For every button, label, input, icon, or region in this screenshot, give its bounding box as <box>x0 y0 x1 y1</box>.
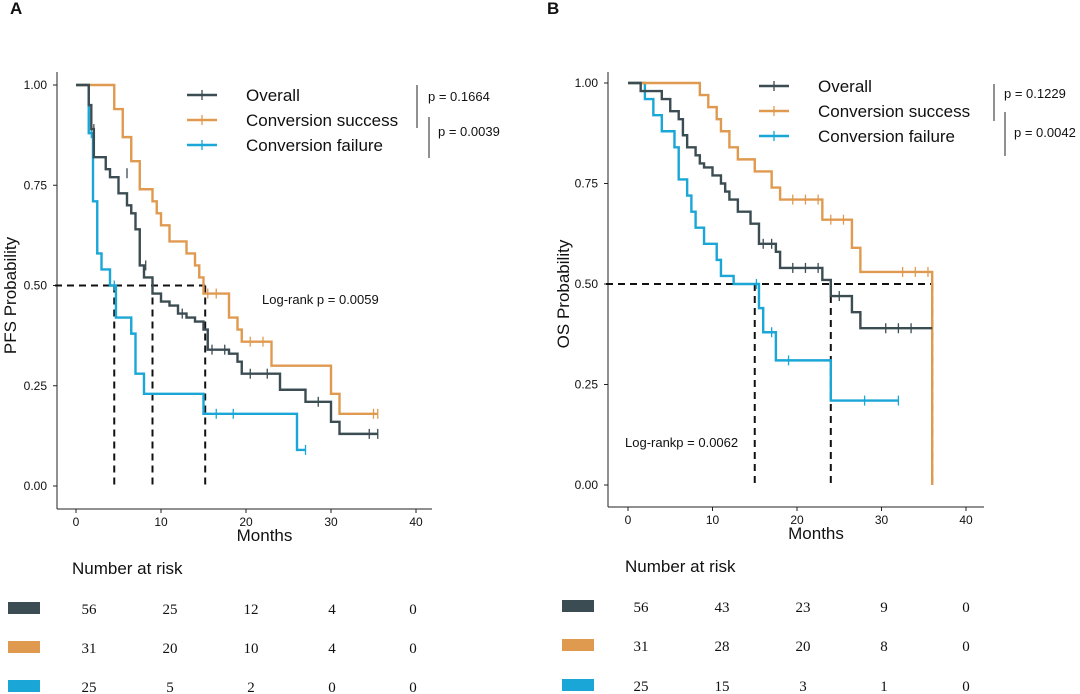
y-tick-label: 0.25 <box>24 379 48 393</box>
risk-count-success: 20 <box>163 641 178 657</box>
curve-success <box>76 83 378 416</box>
risk-count-overall: 0 <box>962 600 970 616</box>
risk-count-failure: 0 <box>409 680 417 694</box>
curve-failure <box>628 81 899 402</box>
x-tick-label: 10 <box>706 513 720 527</box>
logrank-label: Log-rank p = 0.0059 <box>262 292 379 307</box>
risk-count-failure: 0 <box>328 680 336 694</box>
x-tick-label: 20 <box>790 513 804 527</box>
risk-count-failure: 5 <box>166 680 174 694</box>
panel-a: A0.000.250.500.751.000 10 20 30 40MonthsPFS … <box>1 0 500 694</box>
risk-count-success: 31 <box>634 639 649 655</box>
risk-count-success: 0 <box>409 641 417 657</box>
risk-count-success: 31 <box>82 641 97 657</box>
x-tick-label: 40 <box>409 515 423 529</box>
x-axis-label: Months <box>788 524 844 543</box>
risk-count-overall: 4 <box>328 602 336 618</box>
risk-swatch-failure <box>562 679 594 691</box>
panel-label: B <box>547 0 559 18</box>
y-tick-label: 0.25 <box>575 378 599 392</box>
risk-swatch-success <box>8 641 40 653</box>
x-axis-label: Months <box>237 526 293 545</box>
y-tick-label: 0.50 <box>575 277 599 291</box>
risk-count-failure: 25 <box>634 679 649 694</box>
risk-count-failure: 25 <box>82 680 97 694</box>
pvalue-label: p = 0.0039 <box>438 124 500 139</box>
curve-success <box>628 81 934 485</box>
risk-count-success: 28 <box>715 639 730 655</box>
risk-count-failure: 2 <box>247 680 255 694</box>
curve-overall <box>76 83 378 436</box>
y-tick-label: 0.75 <box>24 178 48 192</box>
legend-label-success: Conversion success <box>818 102 970 121</box>
y-axis-label: OS Probability <box>554 239 573 348</box>
x-tick-label: 30 <box>875 513 889 527</box>
x-tick-label: 20 <box>239 515 253 529</box>
y-axis-label: PFS Probability <box>1 236 20 354</box>
legend-label-failure: Conversion failure <box>246 136 383 155</box>
risk-count-success: 8 <box>880 639 888 655</box>
risk-swatch-overall <box>562 600 594 612</box>
risk-table-title: Number at risk <box>72 559 183 578</box>
curve-overall <box>628 81 933 330</box>
panel-label: A <box>10 0 22 18</box>
risk-count-failure: 1 <box>880 679 888 694</box>
pvalue-label: p = 0.1229 <box>1004 86 1066 101</box>
risk-count-overall: 12 <box>244 602 259 618</box>
y-tick-label: 1.00 <box>575 76 599 90</box>
risk-count-overall: 9 <box>880 600 888 616</box>
risk-count-overall: 43 <box>715 600 730 616</box>
risk-table-title: Number at risk <box>625 557 736 576</box>
logrank-label: Log-rankp = 0.0062 <box>625 435 738 450</box>
legend-label-overall: Overall <box>246 86 300 105</box>
risk-count-failure: 15 <box>715 679 730 694</box>
x-tick-label: 0 <box>73 515 80 529</box>
risk-count-overall: 0 <box>409 602 417 618</box>
pvalue-label: p = 0.0042 <box>1014 125 1076 140</box>
risk-count-success: 0 <box>962 639 970 655</box>
y-tick-label: 1.00 <box>24 78 48 92</box>
risk-swatch-failure <box>8 680 40 692</box>
y-tick-label: 0.00 <box>575 478 599 492</box>
risk-count-success: 10 <box>244 641 259 657</box>
x-tick-label: 40 <box>959 513 973 527</box>
legend-label-success: Conversion success <box>246 111 398 130</box>
risk-swatch-success <box>562 639 594 651</box>
risk-count-failure: 0 <box>962 679 970 694</box>
legend-label-failure: Conversion failure <box>818 127 955 146</box>
risk-count-overall: 23 <box>796 600 811 616</box>
x-tick-label: 30 <box>324 515 338 529</box>
y-tick-label: 0.00 <box>24 479 48 493</box>
risk-count-overall: 56 <box>82 602 98 618</box>
risk-count-success: 20 <box>796 639 811 655</box>
risk-swatch-overall <box>8 602 40 614</box>
y-tick-label: 0.50 <box>24 279 48 293</box>
legend-label-overall: Overall <box>818 77 872 96</box>
y-tick-label: 0.75 <box>575 177 599 191</box>
x-tick-label: 0 <box>625 513 632 527</box>
risk-count-failure: 3 <box>799 679 807 694</box>
risk-count-overall: 56 <box>634 600 650 616</box>
risk-count-success: 4 <box>328 641 336 657</box>
x-tick-label: 10 <box>154 515 168 529</box>
risk-count-overall: 25 <box>163 602 178 618</box>
pvalue-label: p = 0.1664 <box>428 89 490 104</box>
